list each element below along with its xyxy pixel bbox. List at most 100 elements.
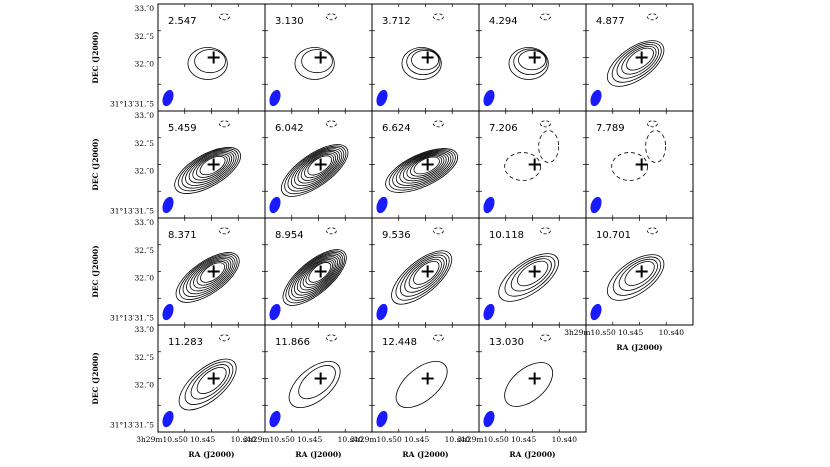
contour-level [288,361,341,408]
contour-level [395,361,448,408]
panel-ticks [586,218,693,325]
x-tick-label: 10.s45 [190,435,216,444]
negative-contour [538,130,560,163]
velocity-label: 4.294 [489,16,518,27]
panel-ticks [158,325,265,432]
channel-panel: 3.712 [371,3,480,112]
contour-level [510,258,552,292]
contour-set [288,334,341,408]
contour-level [294,254,340,296]
x-tick-label: 10.s40 [659,328,685,337]
velocity-label: 12.448 [382,337,417,348]
contour-level [196,154,228,178]
source-cross [314,372,327,385]
channel-panel: 11.283 [157,324,266,433]
noise-contour [539,334,551,342]
velocity-label: 6.624 [382,123,411,134]
velocity-label: 11.866 [275,337,310,348]
channel-panel: 11.866 [264,324,373,433]
channel-panel: 10.118 [478,217,587,326]
source-cross [421,158,434,171]
contour-level [192,153,230,181]
channel-panel: 13.030 [478,324,587,433]
noise-contour [539,13,551,21]
contour-level [281,144,349,197]
x-tick-label: 10.s40 [445,435,471,444]
contour-set [187,13,230,80]
y-tick-label: 32.″0 [134,381,154,390]
y-tick-label: 32.″5 [134,246,154,255]
y-tick-label: 31°13′31.″5 [110,206,154,215]
noise-contour [432,227,444,235]
beam-ellipse [483,89,495,107]
velocity-label: 2.547 [168,16,197,27]
contour-set [508,13,551,80]
velocity-label: 7.789 [596,123,625,134]
noise-contour [646,13,658,21]
contour-set [391,227,453,305]
x-axis-label: RA (J2000) [509,450,555,459]
contour-level [186,256,234,295]
y-tick-label: 31°13′31.″5 [110,99,154,108]
beam-ellipse [483,410,495,428]
y-tick-label: 33.″0 [134,325,154,334]
beam-ellipse [376,410,388,428]
beam-ellipse [269,196,281,214]
contour-set [385,120,459,193]
contour-level [392,150,454,189]
x-tick-label: 10.s45 [511,435,537,444]
source-cross [635,265,648,278]
axis-labels: 33.″0 32.″5 32.″0 31°13′31.″5 DEC (J2000) 33.… [91,4,684,459]
beam-ellipse [162,410,174,428]
x-tick-label: 10.s40 [552,435,578,444]
x-tick-label: 10.s40 [231,435,257,444]
contour-level [182,255,236,298]
channel-panel: 8.371 [157,217,266,326]
y-tick-label: 33.″0 [134,218,154,227]
noise-contour [432,334,444,342]
contour-level [301,49,333,74]
source-cross [207,158,220,171]
y-tick-label: 32.″5 [134,32,154,41]
contour-level [193,259,230,289]
contour-level [299,257,337,291]
beam-ellipse [483,196,495,214]
contour-level [413,156,440,175]
contour-level [388,149,456,191]
contour-level [513,48,548,76]
contour-level [504,362,554,407]
negative-contour [611,152,649,181]
source-cross [635,158,648,171]
y-tick-label: 31°13′31.″5 [110,313,154,322]
contour-level [285,250,345,304]
beam-ellipse [162,303,174,321]
velocity-label: 6.042 [275,123,304,134]
contour-level [621,45,657,75]
channel-panel: 8.954 [264,217,373,326]
y-tick-label: 33.″0 [134,111,154,120]
velocity-label: 8.371 [168,230,197,241]
noise-contour [218,120,230,128]
noise-contour [646,227,658,235]
contour-set [504,334,554,407]
contour-level [294,47,335,80]
panel-ticks [265,218,372,325]
contour-level [200,262,226,283]
panel-ticks [265,4,372,111]
contour-set [178,334,237,411]
contour-level [190,364,230,400]
y-tick-label: 32.″0 [134,274,154,283]
contour-level [607,254,665,301]
beam-ellipse [376,89,388,107]
contour-level [399,152,449,184]
velocity-label: 4.877 [596,16,625,27]
contour-set [607,13,665,87]
y-axis-label: DEC (J2000) [91,31,100,83]
contour-level [177,148,239,192]
contour-level [402,153,447,182]
contour-level [413,261,440,285]
panel-ticks [372,218,479,325]
contour-level [296,256,339,293]
source-cross [635,51,648,64]
